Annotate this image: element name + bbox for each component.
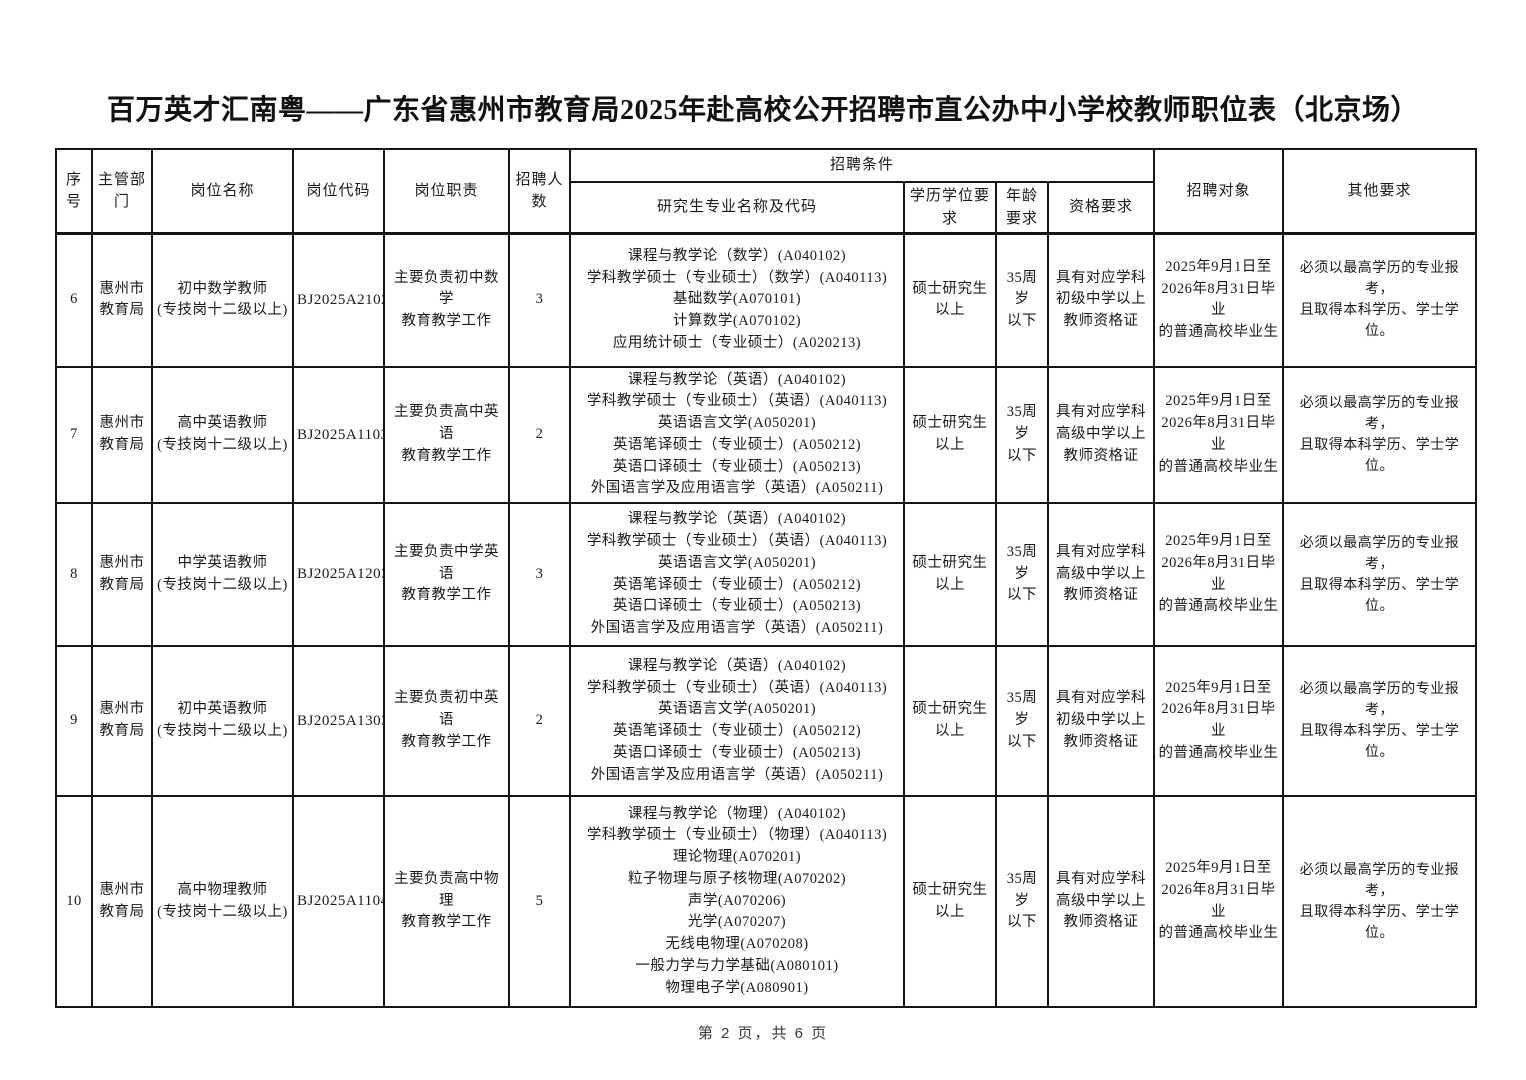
cell-post-code: BJ2025A1103 [292,365,385,504]
cell-qualification: 具有对应学科 初级中学以上 教师资格证 [1046,645,1156,797]
cell-target: 2025年9月1日至 2026年8月31日毕业 的普通高校毕业生 [1153,502,1285,647]
table-row: 6 惠州市 教育局 初中数学教师 (专技岗十二级以上) BJ2025A2102 … [55,232,1478,368]
cell-other: 必须以最高学历的专业报考， 且取得本科学历、学士学位。 [1282,645,1478,797]
cell-head-count: 3 [508,502,571,647]
cell-age: 35周岁 以下 [995,795,1049,1008]
cell-post-duty: 主要负责高中英语 教育教学工作 [383,365,510,504]
header-conditions-group: 招聘条件 [568,148,1156,183]
cell-seq: 6 [55,232,93,368]
cell-other: 必须以最高学历的专业报考， 且取得本科学历、学士学位。 [1282,795,1478,1008]
cell-target: 2025年9月1日至 2026年8月31日毕业 的普通高校毕业生 [1153,232,1285,368]
cell-dept: 惠州市 教育局 [91,365,153,504]
cell-seq: 7 [55,365,93,504]
header-head-count: 招聘人数 [508,148,571,235]
cell-qualification: 具有对应学科 初级中学以上 教师资格证 [1046,232,1156,368]
cell-target: 2025年9月1日至 2026年8月31日毕业 的普通高校毕业生 [1153,365,1285,504]
cell-seq: 10 [55,795,93,1008]
header-dept: 主管部门 [91,148,153,235]
cell-dept: 惠州市 教育局 [91,795,153,1008]
cell-dept: 惠州市 教育局 [91,502,153,647]
cell-head-count: 2 [508,365,571,504]
cell-post-duty: 主要负责高中物理 教育教学工作 [383,795,510,1008]
cell-majors: 课程与教学论（物理）(A040102) 学科教学硕士（专业硕士）（物理）(A04… [569,795,905,1008]
cell-post-name: 高中物理教师 (专技岗十二级以上) [151,795,294,1008]
header-post-duty: 岗位职责 [383,148,510,235]
cell-post-duty: 主要负责中学英语 教育教学工作 [383,502,510,647]
page-footer: 第 2 页，共 6 页 [697,1025,829,1042]
cell-post-code: BJ2025A1303 [292,645,385,797]
table-row: 8 惠州市 教育局 中学英语教师 (专技岗十二级以上) BJ2025A1203 … [55,502,1478,647]
page-title: 百万英才汇南粤——广东省惠州市教育局2025年赴高校公开招聘市直公办中小学校教师… [106,95,1419,126]
cell-post-code: BJ2025A2102 [292,232,385,368]
cell-degree: 硕士研究生 以上 [903,502,997,647]
cell-dept: 惠州市 教育局 [91,232,153,368]
cell-dept: 惠州市 教育局 [91,645,153,797]
cell-qualification: 具有对应学科 高级中学以上 教师资格证 [1046,502,1156,647]
cell-age: 35周岁 以下 [995,502,1049,647]
table-row: 7 惠州市 教育局 高中英语教师 (专技岗十二级以上) BJ2025A1103 … [55,365,1478,504]
cell-majors: 课程与教学论（英语）(A040102) 学科教学硕士（专业硕士）（英语）(A04… [569,365,905,504]
header-row-bottom: 研究生专业名称及代码 学历学位要求 年龄要求 资格要求 [56,181,1476,235]
cell-post-name: 中学英语教师 (专技岗十二级以上) [151,502,294,647]
recruitment-table: 序号 主管部门 岗位名称 岗位代码 岗位职责 招聘人数 招聘条件 招聘对象 其他… [55,148,1478,1008]
header-post-code: 岗位代码 [292,148,385,235]
cell-other: 必须以最高学历的专业报考， 且取得本科学历、学士学位。 [1282,365,1478,504]
table-row: 9 惠州市 教育局 初中英语教师 (专技岗十二级以上) BJ2025A1303 … [55,645,1478,797]
cell-post-name: 初中数学教师 (专技岗十二级以上) [151,232,294,368]
cell-target: 2025年9月1日至 2026年8月31日毕业 的普通高校毕业生 [1153,795,1285,1008]
header-majors: 研究生专业名称及代码 [569,181,905,235]
cell-degree: 硕士研究生 以上 [903,232,997,368]
header-degree: 学历学位要求 [903,181,997,235]
cell-post-duty: 主要负责初中英语 教育教学工作 [383,645,510,797]
table-row: 10 惠州市 教育局 高中物理教师 (专技岗十二级以上) BJ2025A1104… [55,795,1478,1008]
cell-post-duty: 主要负责初中数学 教育教学工作 [383,232,510,368]
cell-head-count: 3 [508,232,571,368]
header-seq: 序号 [55,148,93,235]
header-qualification: 资格要求 [1046,181,1156,235]
cell-degree: 硕士研究生 以上 [903,795,997,1008]
cell-head-count: 2 [508,645,571,797]
cell-degree: 硕士研究生 以上 [903,645,997,797]
header-row-top: 序号 主管部门 岗位名称 岗位代码 岗位职责 招聘人数 招聘条件 招聘对象 其他… [55,148,1478,235]
cell-qualification: 具有对应学科 高级中学以上 教师资格证 [1046,365,1156,504]
cell-seq: 9 [55,645,93,797]
cell-age: 35周岁 以下 [995,365,1049,504]
cell-other: 必须以最高学历的专业报考， 且取得本科学历、学士学位。 [1282,502,1478,647]
cell-head-count: 5 [508,795,571,1008]
cell-post-code: BJ2025A1203 [292,502,385,647]
cell-post-code: BJ2025A1104 [292,795,385,1008]
cell-degree: 硕士研究生 以上 [903,365,997,504]
cell-majors: 课程与教学论（英语）(A040102) 学科教学硕士（专业硕士）（英语）(A04… [569,645,905,797]
cell-post-name: 初中英语教师 (专技岗十二级以上) [151,645,294,797]
cell-majors: 课程与教学论（英语）(A040102) 学科教学硕士（专业硕士）（英语）(A04… [569,502,905,647]
header-post-name: 岗位名称 [151,148,294,235]
cell-post-name: 高中英语教师 (专技岗十二级以上) [151,365,294,504]
cell-seq: 8 [55,502,93,647]
header-target: 招聘对象 [1153,148,1285,235]
header-other: 其他要求 [1282,148,1478,235]
cell-qualification: 具有对应学科 高级中学以上 教师资格证 [1046,795,1156,1008]
cell-age: 35周岁 以下 [995,645,1049,797]
cell-majors: 课程与教学论（数学）(A040102) 学科教学硕士（专业硕士）（数学）(A04… [569,232,905,368]
cell-target: 2025年9月1日至 2026年8月31日毕业 的普通高校毕业生 [1153,645,1285,797]
cell-other: 必须以最高学历的专业报考， 且取得本科学历、学士学位。 [1282,232,1478,368]
cell-age: 35周岁 以下 [995,232,1049,368]
header-age: 年龄要求 [995,181,1049,235]
